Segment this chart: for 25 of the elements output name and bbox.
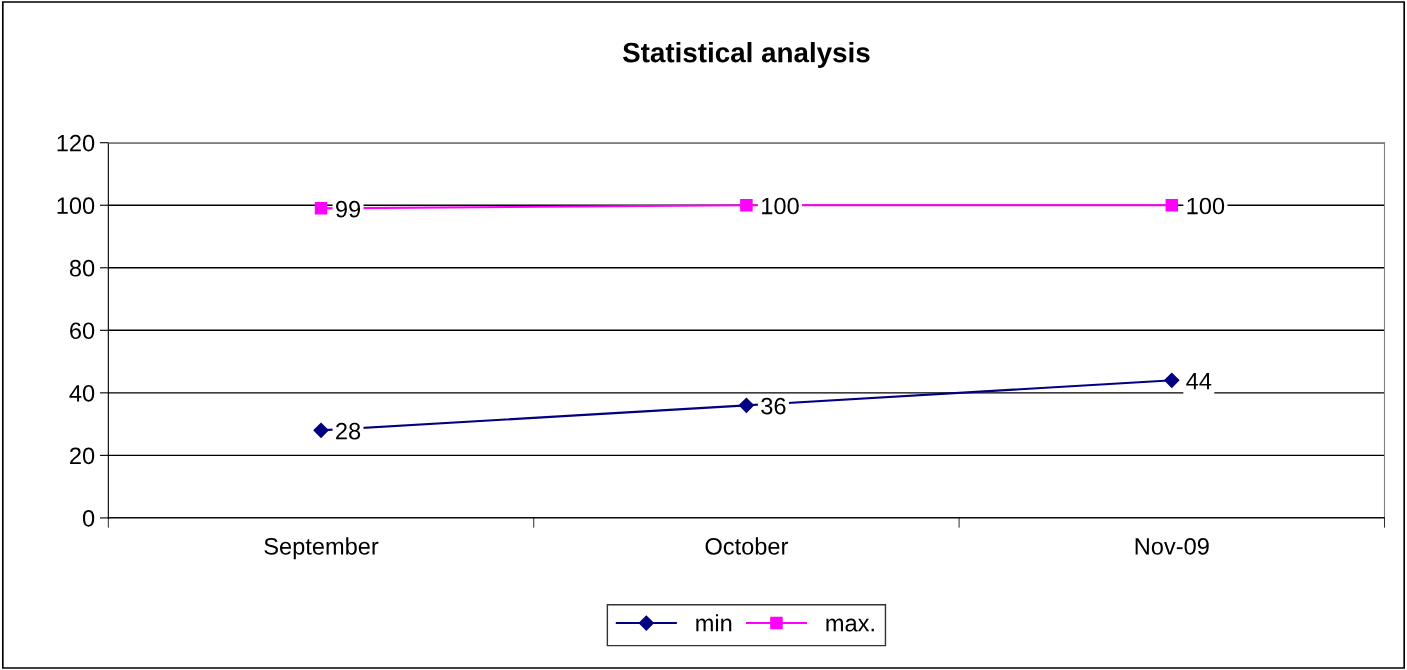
legend-label: min bbox=[696, 614, 732, 632]
y-tick-label: 80 bbox=[69, 259, 95, 277]
data-label: 44 bbox=[1186, 372, 1212, 390]
x-tick-label: October bbox=[705, 537, 789, 555]
point bbox=[1164, 372, 1180, 388]
y-tick-label: 40 bbox=[69, 384, 95, 402]
data-label: 36 bbox=[761, 397, 786, 415]
x-tick-label: September bbox=[264, 537, 379, 560]
chart-title: Statistical analysis bbox=[622, 42, 870, 68]
point bbox=[313, 422, 329, 438]
point bbox=[740, 198, 753, 212]
data-label: 100 bbox=[1187, 197, 1225, 215]
data-label: 28 bbox=[336, 422, 361, 440]
point bbox=[1165, 198, 1179, 212]
y-tick-label: 20 bbox=[70, 447, 95, 465]
y-tick-label: 100 bbox=[57, 197, 95, 215]
point bbox=[738, 397, 754, 413]
y-tick-label: 60 bbox=[70, 322, 95, 340]
y-tick-label: 0 bbox=[82, 509, 95, 527]
point bbox=[314, 202, 328, 215]
y-tick-label: 120 bbox=[57, 134, 95, 152]
x-tick-label: Nov-09 bbox=[1135, 537, 1209, 555]
legend-label: max. bbox=[826, 618, 874, 632]
data-label: 99 bbox=[336, 200, 361, 218]
data-label: 100 bbox=[762, 197, 799, 215]
